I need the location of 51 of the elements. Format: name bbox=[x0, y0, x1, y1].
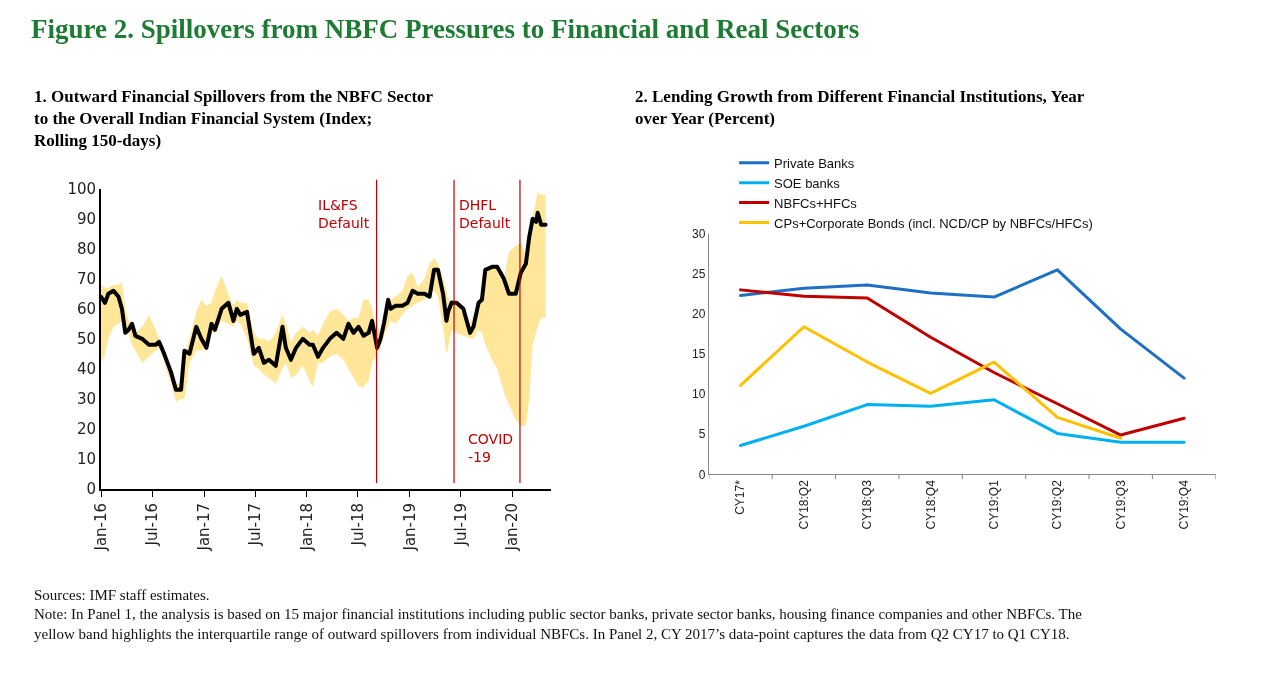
chart-title: 2. Lending Growth from Different Financial Institutions, Year over Year (Percent) bbox=[635, 87, 1085, 129]
y-tick-label: 90 bbox=[76, 210, 97, 229]
y-tick-label: 10 bbox=[692, 387, 706, 402]
x-tick-label: CY18:Q3 bbox=[860, 479, 875, 530]
x-tick-label: CY19:Q2 bbox=[1050, 479, 1065, 530]
x-tick-label: Jan-20 bbox=[503, 502, 522, 552]
x-tick-label: CY18:Q4 bbox=[923, 479, 938, 530]
source-note: Sources: IMF staff estimates. bbox=[34, 587, 210, 603]
y-tick-label: 0 bbox=[86, 480, 97, 499]
y-tick-label: 0 bbox=[698, 467, 706, 482]
x-tick-label: Jan-19 bbox=[400, 502, 419, 552]
y-tick-label: 70 bbox=[76, 270, 97, 289]
x-tick-label: Jul-19 bbox=[451, 502, 470, 547]
y-tick-label: 80 bbox=[76, 240, 97, 259]
y-tick-label: 60 bbox=[76, 300, 97, 319]
ref-line-label: IL&FS Default bbox=[318, 197, 370, 232]
x-tick-label: Jul-17 bbox=[246, 502, 265, 547]
legend-label: SOE banks bbox=[774, 175, 841, 191]
x-tick-label: CY19:Q1 bbox=[986, 479, 1001, 530]
y-tick-label: 20 bbox=[76, 420, 97, 439]
y-tick-label: 40 bbox=[76, 360, 97, 379]
y-tick-label: 100 bbox=[67, 180, 97, 199]
caption: Figure 2. Spillovers from NBFC Pressures to Financial and Real Sectors bbox=[31, 14, 860, 44]
x-tick-label: Jul-18 bbox=[348, 502, 367, 547]
x-tick-label: CY19:Q3 bbox=[1113, 479, 1128, 530]
legend-label: Private Banks bbox=[774, 155, 855, 171]
line-series bbox=[739, 398, 1186, 447]
ref-line-label: COVID -19 bbox=[468, 431, 514, 466]
text: Note: In Panel 1, the analysis is based on 15 major financial institutions including public sector banks, private sector banks, housing finance companies and other NBFCs. The yellow band highlights the interquartile range of outward spillovers from individual NBFCs. In Panel 2, CY 2017’s data-point captures the data from Q2 CY17 to Q1 CY18. bbox=[34, 606, 1083, 642]
legend-label: NBFCs+HFCs bbox=[774, 195, 858, 211]
y-tick-label: 10 bbox=[76, 450, 97, 469]
line-series bbox=[739, 325, 1123, 440]
y-tick-label: 15 bbox=[692, 347, 706, 362]
chart-title: 1. Outward Financial Spillovers from the NBFC Sector to the Overall Indian Financial System (Index; Rolling 150-days) bbox=[34, 87, 434, 151]
line-series bbox=[739, 268, 1186, 380]
line-series bbox=[739, 288, 1186, 437]
x-tick-label: Jan-18 bbox=[297, 502, 316, 552]
x-tick-label: Jan-16 bbox=[91, 502, 110, 552]
x-tick-label: CY17* bbox=[733, 479, 748, 515]
y-tick-label: 50 bbox=[76, 330, 97, 349]
x-tick-label: Jan-17 bbox=[195, 502, 214, 552]
y-tick-label: 5 bbox=[698, 427, 706, 442]
y-tick-label: 25 bbox=[692, 267, 706, 282]
y-tick-label: 30 bbox=[76, 390, 97, 409]
ref-line-label: DHFL Default bbox=[459, 197, 511, 232]
x-tick-label: CY19:Q4 bbox=[1176, 479, 1191, 530]
x-tick-label: CY18:Q2 bbox=[796, 479, 811, 530]
legend-label: CPs+Corporate Bonds (incl. NCD/CP by NBFCs/HFCs) bbox=[774, 215, 1093, 231]
y-tick-label: 20 bbox=[692, 307, 706, 322]
x-tick-label: Jul-16 bbox=[143, 502, 162, 547]
y-tick-label: 30 bbox=[692, 226, 706, 241]
